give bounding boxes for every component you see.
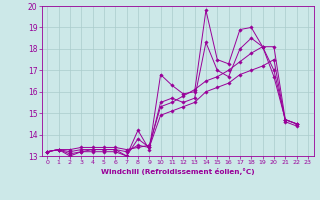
X-axis label: Windchill (Refroidissement éolien,°C): Windchill (Refroidissement éolien,°C) <box>101 168 254 175</box>
